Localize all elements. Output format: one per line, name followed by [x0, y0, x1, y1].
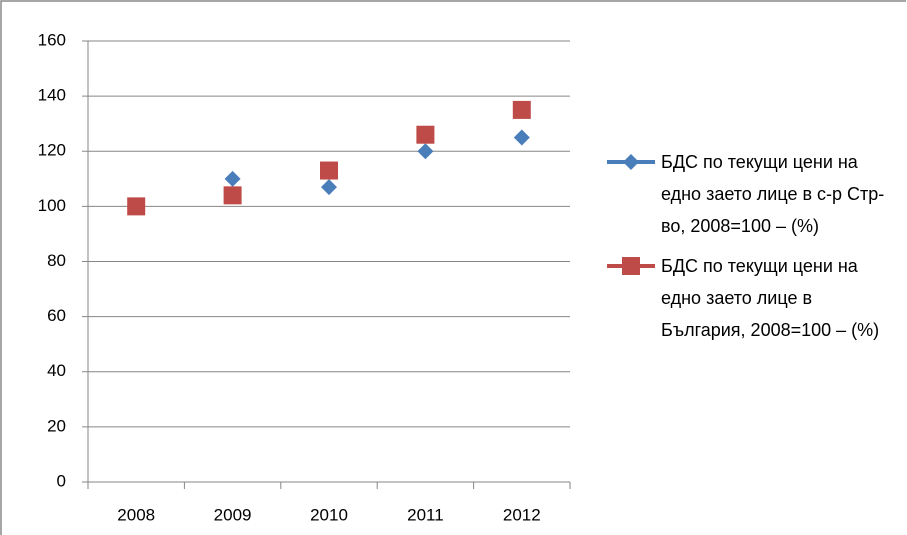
y-tick-label: 140: [38, 86, 66, 105]
legend-entry: БДС по текущи цени на едно заето лице в …: [605, 146, 900, 242]
y-tick-label: 120: [38, 141, 66, 160]
legend-label: БДС по текущи цени на едно заето лице в …: [661, 256, 880, 340]
legend-key: [607, 154, 655, 170]
x-tick-label: 2010: [310, 505, 348, 524]
marker: [512, 100, 531, 119]
y-tick-label: 60: [47, 306, 66, 325]
marker: [623, 154, 639, 170]
y-tick-label: 80: [47, 251, 66, 270]
marker: [320, 161, 338, 180]
marker: [321, 179, 337, 196]
legend-key: [607, 257, 655, 275]
marker: [417, 143, 434, 160]
y-tick-label: 0: [57, 471, 66, 490]
y-tick-label: 100: [38, 196, 66, 215]
marker: [416, 125, 435, 144]
x-tick-label: 2008: [117, 505, 155, 524]
x-tick-label: 2011: [407, 505, 444, 524]
legend-entry: БДС по текущи цени на едно заето лице в …: [605, 250, 900, 346]
x-tick-label: 2012: [503, 505, 541, 524]
y-tick-label: 160: [38, 30, 66, 49]
y-tick-label: 20: [47, 416, 66, 435]
marker: [513, 129, 530, 146]
x-tick-label: 2009: [214, 505, 252, 524]
legend-label: БДС по текущи цени на едно заето лице в …: [661, 152, 885, 236]
marker: [127, 197, 146, 216]
marker: [224, 170, 241, 187]
marker: [622, 257, 640, 275]
y-tick-label: 40: [47, 361, 66, 380]
marker: [223, 186, 242, 205]
